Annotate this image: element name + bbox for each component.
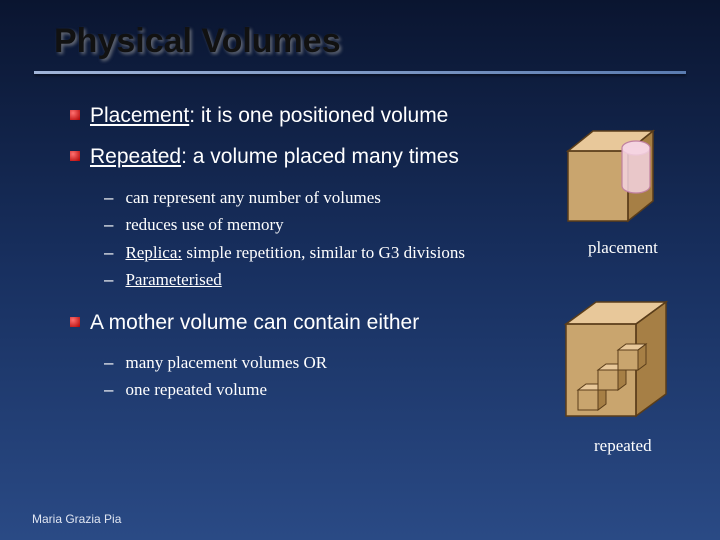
sub-key: Parameterised xyxy=(125,270,221,289)
sub-text: many placement volumes OR xyxy=(125,350,327,376)
dash-icon: – xyxy=(104,377,113,403)
bullet-rest: : a volume placed many times xyxy=(181,145,459,168)
box-front xyxy=(568,151,628,221)
sub-text: one repeated volume xyxy=(125,377,267,403)
bullet-icon xyxy=(70,151,80,161)
bullet-key: Repeated xyxy=(90,145,181,168)
dash-icon: – xyxy=(104,350,113,376)
sub-text: can represent any number of volumes xyxy=(125,185,380,211)
slide-title: Physical Volumes xyxy=(0,0,720,65)
sub-text: Parameterised xyxy=(125,267,221,293)
bullet-text: A mother volume can contain either xyxy=(90,309,419,336)
dash-icon: – xyxy=(104,267,113,293)
bullet-text: Placement: it is one positioned volume xyxy=(90,102,448,129)
bullet-icon xyxy=(70,110,80,120)
cylinder-body xyxy=(622,148,650,193)
dash-icon: – xyxy=(104,185,113,211)
placement-figure xyxy=(558,126,668,226)
sub-key: Replica: xyxy=(125,243,182,262)
bullet-icon xyxy=(70,317,80,327)
repeated-label: repeated xyxy=(594,436,652,456)
repeated-figure xyxy=(558,294,678,424)
placement-label: placement xyxy=(588,238,658,258)
bullet-rest: : it is one positioned volume xyxy=(189,104,448,127)
dash-icon: – xyxy=(104,240,113,266)
sub-item: – Parameterised xyxy=(104,267,720,293)
bullet-text: Repeated: a volume placed many times xyxy=(90,143,459,170)
footer-author: Maria Grazia Pia xyxy=(32,512,121,526)
dash-icon: – xyxy=(104,212,113,238)
sub-text: Replica: simple repetition, similar to G… xyxy=(125,240,465,266)
sub-text: reduces use of memory xyxy=(125,212,283,238)
sub-rest: simple repetition, similar to G3 divisio… xyxy=(182,243,465,262)
bullet-key: Placement xyxy=(90,104,189,127)
small-cube-3 xyxy=(618,344,646,370)
